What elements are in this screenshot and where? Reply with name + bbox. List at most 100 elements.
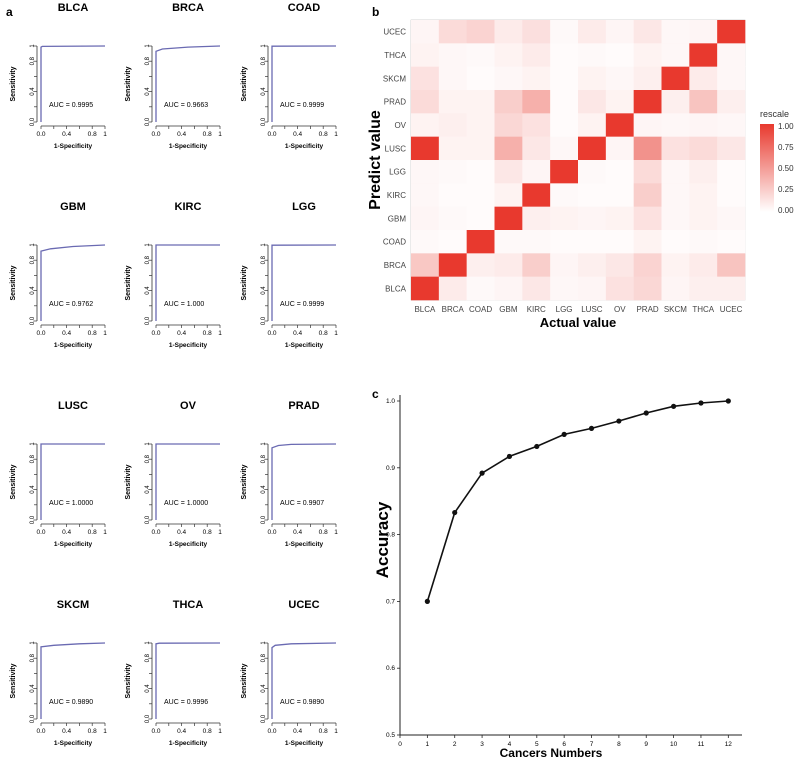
legend-colorbar — [760, 124, 774, 212]
y-category-label: BLCA — [385, 284, 407, 293]
heatmap-cell — [661, 253, 690, 277]
heatmap-cell — [438, 253, 467, 277]
heatmap-cell — [689, 206, 718, 231]
heatmap-cell — [578, 253, 607, 277]
heatmap-cell — [605, 183, 634, 207]
x-tick-label: 0.8 — [88, 728, 97, 735]
y-tick-label: 1 — [145, 44, 151, 48]
heatmap-cell — [494, 253, 523, 277]
x-axis-label: 1-Specificity — [285, 740, 324, 747]
heatmap-cell — [466, 183, 495, 207]
heatmap-cell — [661, 183, 690, 207]
y-category-label: COAD — [383, 238, 406, 247]
auc-label: AUC = 0.9996 — [164, 699, 208, 706]
accuracy-point — [452, 509, 458, 516]
heatmap-cell — [411, 276, 440, 301]
x-tick-label: 2 — [453, 741, 457, 748]
heatmap-cell — [689, 43, 718, 67]
roc-panels: BLCA 0.0 0.4 0.8 1 0.0 0.4 0.8 1 1-Specificity Sen… — [10, 2, 338, 747]
heatmap-cell — [661, 113, 690, 137]
heatmap-cell — [689, 253, 718, 277]
heatmap-cell — [717, 253, 746, 277]
heatmap-cell — [411, 90, 440, 114]
heatmap-cell — [411, 183, 440, 207]
y-axis-label: Sensitivity — [125, 464, 132, 499]
heatmap-cell — [661, 206, 690, 231]
y-axis-label: Sensitivity — [241, 66, 248, 101]
y-tick-label: 0.8 — [30, 255, 36, 264]
x-tick-label: 0.0 — [267, 131, 276, 138]
heatmap-cell — [578, 160, 607, 184]
y-tick-label: 0.8 — [145, 56, 151, 65]
x-axis-label: 1-Specificity — [54, 740, 93, 747]
x-category-label: THCA — [692, 305, 714, 314]
heatmap-cell — [633, 276, 662, 301]
heatmap-cell — [661, 90, 690, 114]
heatmap-cell — [633, 136, 662, 161]
x-tick-label: 0.8 — [203, 728, 212, 735]
heatmap-cell — [717, 276, 746, 301]
heatmap-cell — [689, 113, 718, 137]
auc-label: AUC = 0.9907 — [280, 500, 324, 507]
heatmap-cell — [633, 253, 662, 277]
roc-curve — [40, 244, 106, 321]
heatmap-cell — [466, 276, 495, 301]
auc-label: AUC = 0.9890 — [49, 699, 93, 706]
x-tick-label: 0.4 — [293, 131, 302, 138]
heatmap-cell — [522, 276, 551, 301]
x-category-label: PRAD — [636, 305, 658, 314]
accuracy-point — [616, 418, 622, 424]
legend-tick-label: 0.75 — [778, 143, 794, 152]
roc-plot-brca: BRCA 0.0 0.4 0.8 1 0.0 0.4 0.8 1 1-Specificity Sen… — [125, 2, 222, 150]
heatmap-cell — [466, 160, 495, 184]
y-tick-label: 1 — [145, 442, 151, 446]
heatmap-cell — [438, 276, 467, 301]
x-category-label: GBM — [499, 305, 518, 314]
heatmap-cell — [522, 206, 551, 231]
heatmap-cell — [522, 43, 551, 67]
heatmap-cell — [438, 113, 467, 137]
heatmap-cell — [494, 230, 523, 254]
heatmap-cell — [661, 66, 690, 91]
y-tick-label: 0.6 — [386, 665, 395, 672]
y-tick-label: 1 — [30, 442, 36, 446]
heatmap-cell — [661, 276, 690, 301]
heatmap-cell — [411, 160, 440, 184]
panel-label-a: a — [6, 5, 13, 19]
y-tick-label: 0.8 — [145, 454, 151, 463]
heatmap-cell — [717, 90, 746, 114]
heatmap-cell — [522, 160, 551, 184]
heatmap-cell — [717, 113, 746, 137]
heatmap-cell — [633, 113, 662, 137]
y-tick-label: 1 — [261, 243, 267, 247]
x-axis-label: 1-Specificity — [169, 541, 208, 548]
y-category-label: KIRC — [387, 191, 406, 200]
x-axis-label: 1-Specificity — [169, 342, 208, 349]
x-tick-label: 11 — [698, 741, 705, 748]
x-tick-label: 0.0 — [267, 330, 276, 337]
heatmap-cell — [411, 20, 440, 44]
y-category-label: THCA — [384, 51, 406, 60]
heatmap-cell — [550, 276, 579, 301]
x-tick-label: 1 — [103, 529, 107, 536]
heatmap-cell — [661, 20, 690, 44]
heatmap-cell — [605, 276, 634, 301]
heatmap-cell — [633, 160, 662, 184]
y-tick-label: 1 — [30, 44, 36, 48]
heatmap-cell — [578, 206, 607, 231]
x-tick-label: 0.8 — [319, 330, 328, 337]
x-tick-label: 1 — [334, 529, 338, 536]
y-tick-label: 0.0 — [261, 316, 267, 325]
heatmap-cell — [466, 253, 495, 277]
y-tick-label: 0.4 — [30, 87, 36, 96]
y-axis-label: Sensitivity — [241, 464, 248, 499]
auc-label: AUC = 0.9762 — [49, 301, 93, 308]
heatmap-cell — [689, 276, 718, 301]
heatmap-cell — [466, 230, 495, 254]
heatmap-cell — [605, 66, 634, 91]
x-tick-label: 0.4 — [177, 131, 186, 138]
x-tick-label: 1 — [218, 728, 222, 735]
heatmap-cell — [633, 206, 662, 231]
y-tick-label: 0.8 — [261, 255, 267, 264]
roc-title: BLCA — [58, 2, 89, 14]
